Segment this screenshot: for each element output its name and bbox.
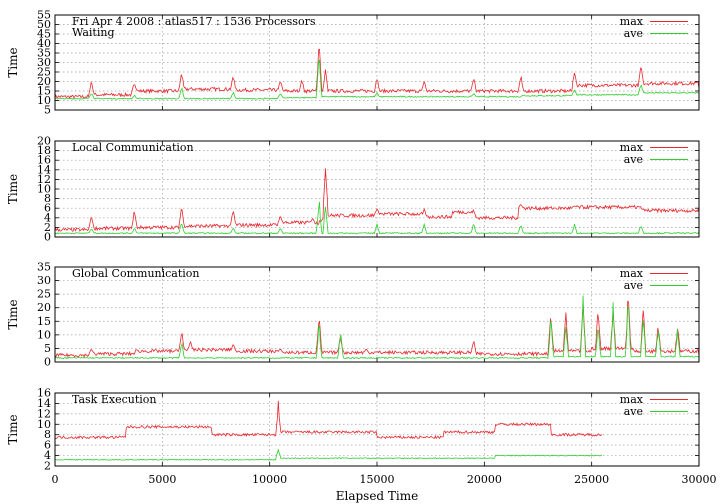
plot-frame <box>54 140 700 238</box>
y-tick-label: 10 <box>37 328 51 341</box>
y-tick-label: 10 <box>37 183 51 196</box>
series-line-ave <box>54 295 700 360</box>
x-tick-label: 5000 <box>148 473 176 486</box>
legend-label-ave: ave <box>624 279 643 292</box>
legend-label-max: max <box>620 267 644 280</box>
series-line-max <box>54 400 603 440</box>
y-tick-label: 12 <box>37 407 51 420</box>
y-tick-label: 14 <box>37 163 51 176</box>
x-tick-label: 25000 <box>574 473 609 486</box>
y-tick-label: 8 <box>44 428 51 441</box>
x-tick-label: 10000 <box>252 473 287 486</box>
y-tick-label: 15 <box>37 315 51 328</box>
y-tick-label: 35 <box>37 47 51 60</box>
y-tick-label: 8 <box>44 192 51 205</box>
x-tick-label: 20000 <box>467 473 502 486</box>
y-tick-label: 40 <box>37 37 51 50</box>
panel-title: Local Communication <box>72 141 194 154</box>
y-axis-label: Time <box>6 47 20 77</box>
plot-frame <box>54 266 700 363</box>
y-tick-label: 0 <box>44 231 51 244</box>
y-tick-label: 6 <box>44 202 51 215</box>
plot-frame <box>54 392 700 467</box>
y-tick-label: 10 <box>37 418 51 431</box>
x-tick-label: 0 <box>52 473 59 486</box>
y-tick-label: 30 <box>37 274 51 287</box>
y-tick-label: 14 <box>37 397 51 410</box>
panel-title: Task Execution <box>72 393 156 406</box>
series-line-ave <box>55 59 700 100</box>
legend-label-max: max <box>620 15 644 28</box>
y-tick-label: 12 <box>37 173 51 186</box>
y-tick-label: 18 <box>37 144 51 157</box>
y-tick-label: 4 <box>44 211 51 224</box>
y-tick-label: 16 <box>37 387 51 400</box>
y-tick-label: 16 <box>37 154 51 167</box>
y-tick-label: 2 <box>44 460 51 473</box>
panel-title: Global Communication <box>72 267 200 280</box>
x-tick-label: 15000 <box>360 473 395 486</box>
y-tick-label: 30 <box>37 56 51 69</box>
series-line-max <box>54 48 700 100</box>
y-tick-label: 20 <box>37 301 51 314</box>
legend-label-ave: ave <box>624 27 643 40</box>
plot-frame <box>54 14 700 111</box>
y-tick-label: 55 <box>37 9 51 22</box>
series-line-ave <box>54 449 603 461</box>
y-tick-label: 35 <box>37 261 51 274</box>
y-tick-label: 2 <box>44 221 51 234</box>
x-axis-label: Elapsed Time <box>336 489 419 503</box>
y-tick-label: 20 <box>37 75 51 88</box>
y-tick-label: 5 <box>44 104 51 117</box>
x-tick-label: 30000 <box>682 473 717 486</box>
y-tick-label: 0 <box>44 356 51 369</box>
legend-label-ave: ave <box>624 153 643 166</box>
legend-label-max: max <box>620 393 644 406</box>
y-tick-label: 10 <box>37 94 51 107</box>
y-tick-label: 25 <box>37 66 51 79</box>
y-tick-label: 5 <box>44 342 51 355</box>
panel-subtitle: Waiting <box>72 26 115 39</box>
series-line-max <box>54 168 700 232</box>
y-tick-label: 20 <box>37 135 51 148</box>
y-tick-label: 15 <box>37 85 51 98</box>
y-tick-label: 45 <box>37 28 51 41</box>
y-tick-label: 25 <box>37 288 51 301</box>
panel-title: Fri Apr 4 2008 : atlas517 : 1536 Process… <box>72 15 316 28</box>
y-tick-label: 50 <box>37 18 51 31</box>
y-tick-label: 6 <box>44 439 51 452</box>
legend-label-max: max <box>620 141 644 154</box>
y-axis-label: Time <box>6 174 20 204</box>
legend-label-ave: ave <box>624 405 643 418</box>
y-axis-label: Time <box>6 299 20 329</box>
y-tick-label: 4 <box>44 449 51 462</box>
series-line-ave <box>54 201 700 235</box>
series-line-max <box>54 300 700 359</box>
y-axis-label: Time <box>6 414 20 444</box>
